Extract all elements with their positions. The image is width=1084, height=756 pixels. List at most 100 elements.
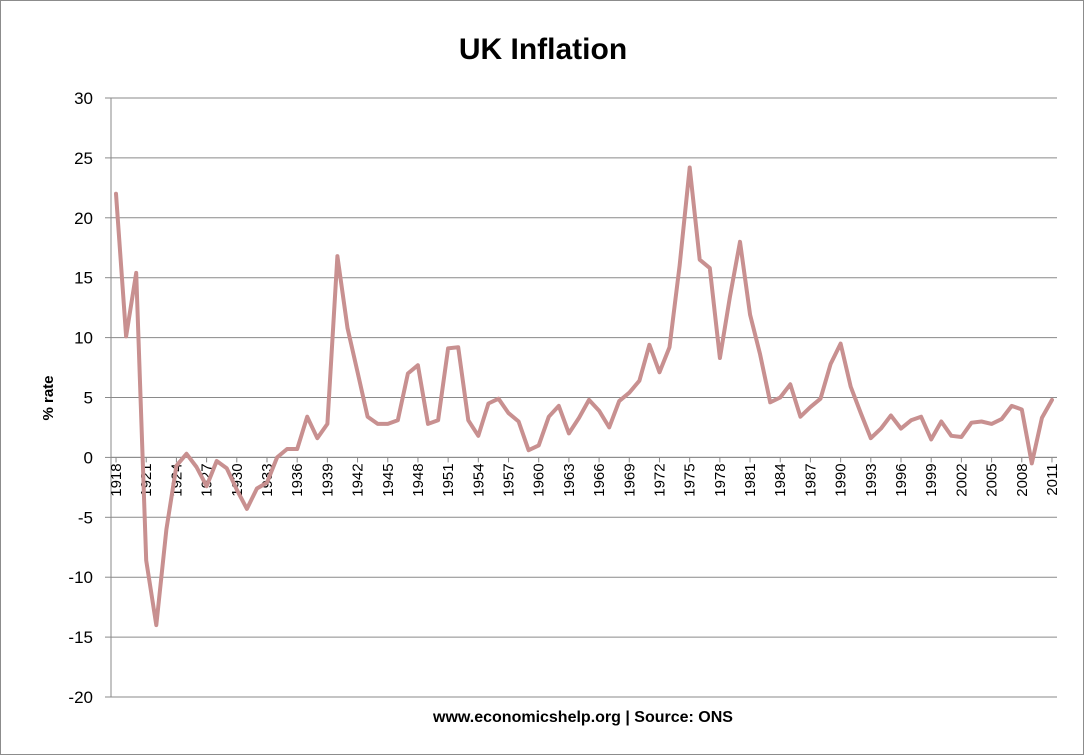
data-point-1994 <box>879 427 883 431</box>
data-point-1951 <box>446 346 450 350</box>
data-point-1996 <box>899 427 903 431</box>
data-point-1963 <box>567 431 571 435</box>
data-point-1954 <box>476 434 480 438</box>
data-point-1945 <box>386 422 390 426</box>
x-tick-label: 1972 <box>651 463 668 496</box>
y-tick-label: 10 <box>74 329 93 348</box>
data-point-1953 <box>466 418 470 422</box>
data-point-1922 <box>154 623 158 627</box>
data-point-1930 <box>235 488 239 492</box>
data-point-1946 <box>396 418 400 422</box>
data-point-1966 <box>597 409 601 413</box>
data-point-1962 <box>557 404 561 408</box>
x-tick-label: 1939 <box>319 463 336 496</box>
x-tick-label: 1957 <box>501 463 518 496</box>
data-point-1972 <box>657 370 661 374</box>
x-tick-label: 2002 <box>953 463 970 496</box>
data-point-1925 <box>184 452 188 456</box>
data-point-1933 <box>265 481 269 485</box>
y-tick-label: -10 <box>68 568 93 587</box>
data-point-2005 <box>990 422 994 426</box>
x-tick-label: 1942 <box>350 463 367 496</box>
x-tick-label: 1990 <box>833 463 850 496</box>
x-tick-label: 1966 <box>591 463 608 496</box>
data-point-1982 <box>758 352 762 356</box>
x-axis-label: www.economicshelp.org | Source: ONS <box>432 709 733 726</box>
data-point-1998 <box>919 415 923 419</box>
data-point-1964 <box>577 416 581 420</box>
x-tick-label: 1984 <box>772 463 789 496</box>
data-point-1987 <box>808 405 812 409</box>
data-point-1938 <box>315 436 319 440</box>
data-point-1931 <box>245 507 249 511</box>
data-point-1986 <box>798 415 802 419</box>
data-point-1965 <box>587 398 591 402</box>
data-point-2003 <box>969 421 973 425</box>
data-point-1927 <box>205 484 209 488</box>
data-point-1944 <box>376 422 380 426</box>
data-point-1942 <box>356 370 360 374</box>
x-tick-label: 1948 <box>410 463 427 496</box>
data-point-1949 <box>426 422 430 426</box>
x-tick-label: 2011 <box>1044 463 1061 495</box>
data-point-2011 <box>1050 398 1054 402</box>
data-point-1992 <box>859 411 863 415</box>
data-point-1920 <box>134 271 138 275</box>
grid-lines <box>105 97 1057 698</box>
data-point-1955 <box>486 401 490 405</box>
data-point-1936 <box>295 447 299 451</box>
data-point-1958 <box>517 419 521 423</box>
data-point-1918 <box>114 192 118 196</box>
series-line-inflation <box>114 165 1054 628</box>
data-point-1959 <box>527 448 531 452</box>
y-tick-label: 0 <box>84 448 93 467</box>
x-tick-label: 1996 <box>893 463 910 496</box>
data-point-2004 <box>980 419 984 423</box>
x-tick-label: 1951 <box>440 463 457 496</box>
data-point-1950 <box>436 418 440 422</box>
data-point-1947 <box>406 372 410 376</box>
data-point-1921 <box>144 558 148 562</box>
y-tick-label: -15 <box>68 628 93 647</box>
data-point-1956 <box>496 397 500 401</box>
data-point-1957 <box>507 411 511 415</box>
data-point-1943 <box>366 415 370 419</box>
x-tick-label: 1987 <box>802 463 819 496</box>
data-point-2010 <box>1040 416 1044 420</box>
data-point-1941 <box>346 326 350 330</box>
data-point-1979 <box>728 295 732 299</box>
data-point-1968 <box>617 399 621 403</box>
data-point-1988 <box>819 397 823 401</box>
data-point-2001 <box>949 434 953 438</box>
data-point-1989 <box>829 362 833 366</box>
data-point-1934 <box>275 455 279 459</box>
data-point-2007 <box>1010 404 1014 408</box>
data-point-1923 <box>164 527 168 531</box>
data-point-1937 <box>305 415 309 419</box>
y-tick-labels: -20 -15 -10 -5 0 5 10 15 20 25 30 <box>68 89 93 707</box>
data-point-1984 <box>778 396 782 400</box>
x-tick-label: 1981 <box>742 463 759 496</box>
x-tick-label: 2008 <box>1014 463 1031 496</box>
data-point-1973 <box>668 345 672 349</box>
x-tick-label: 2005 <box>984 463 1001 496</box>
data-point-1974 <box>678 264 682 268</box>
data-point-1990 <box>839 342 843 346</box>
data-point-1940 <box>335 254 339 258</box>
data-point-2009 <box>1030 461 1034 465</box>
y-tick-label: 15 <box>74 269 93 288</box>
data-point-1926 <box>195 465 199 469</box>
x-tick-label: 1945 <box>380 463 397 496</box>
data-point-2000 <box>939 419 943 423</box>
data-point-1960 <box>537 443 541 447</box>
data-point-1981 <box>748 313 752 317</box>
data-point-1980 <box>738 240 742 244</box>
data-point-1939 <box>325 422 329 426</box>
data-point-1924 <box>174 464 178 468</box>
data-point-1999 <box>929 437 933 441</box>
data-point-1983 <box>768 400 772 404</box>
y-tick-label: -5 <box>78 508 93 527</box>
data-point-1985 <box>788 382 792 386</box>
chart-title: UK Inflation <box>459 33 627 66</box>
